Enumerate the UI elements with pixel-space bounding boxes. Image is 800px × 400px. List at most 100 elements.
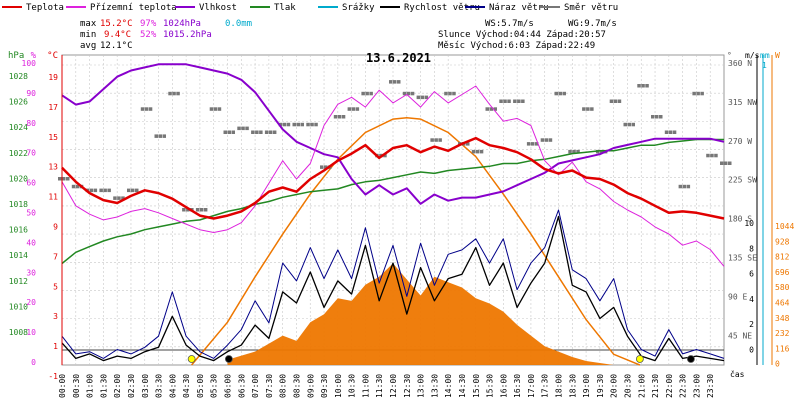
wind-direction-point [686, 184, 691, 189]
wind-direction-point [471, 149, 476, 154]
axis-tick-pct: 10 [26, 328, 36, 337]
axis-tick-dir: 225 SW [728, 176, 757, 185]
wind-direction-point [530, 142, 535, 146]
wind-direction-point [544, 138, 549, 142]
wind-direction-point [617, 99, 622, 103]
wind-direction-point [558, 91, 562, 96]
axis-tick-hpa: 1012 [9, 277, 28, 286]
wind-direction-point [668, 130, 673, 134]
wind-direction-marks [58, 80, 732, 212]
axis-tick-time: 02:30 [127, 374, 136, 398]
stats-min-label: min [80, 30, 96, 40]
wind-direction-point [682, 184, 687, 189]
axis-tick-pct: 60 [26, 179, 36, 188]
axis-tick-time: 07:00 [251, 374, 260, 398]
axis-tick-time: 03:00 [141, 374, 150, 398]
axis-tick-time: 21:30 [651, 374, 660, 398]
axis-tick-pct: 20 [26, 298, 36, 307]
wind-direction-point [241, 126, 245, 131]
wind-direction-point [485, 107, 489, 111]
sun-moon-marker [687, 355, 695, 363]
wind-direction-point [664, 130, 669, 134]
wind-direction-point [562, 91, 566, 96]
wind-direction-point [259, 130, 263, 134]
wind-direction-point [223, 130, 227, 134]
wind-direction-point [696, 91, 700, 96]
wind-direction-point [199, 208, 204, 212]
axis-tick-temp: 3 [53, 312, 58, 321]
wind-direction-point [659, 115, 663, 119]
axis-tick-time: 00:00 [58, 374, 67, 398]
wind-direction-point [526, 142, 531, 146]
series-lines [61, 63, 725, 362]
wind-direction-point [430, 138, 434, 142]
axis-tick-time: 13:30 [430, 374, 439, 398]
axis-tick-temp: 15 [48, 133, 58, 142]
sun-moon-markers [187, 355, 695, 363]
wind-direction-point [231, 130, 235, 134]
wind-direction-point [162, 134, 166, 138]
wind-direction-point [66, 177, 70, 181]
wind-direction-point [582, 107, 586, 111]
wind-direction-point [521, 99, 525, 103]
stats-moon-row: Měsíc Východ:6:03 Západ:22:49 [438, 41, 595, 51]
wind-direction-point [268, 130, 273, 134]
axis-tick-pct: 40 [26, 238, 36, 247]
stats-block: max 15.2°C 97% 1024hPa 0.0mm min 9.4°C 5… [80, 19, 617, 51]
axis-tick-time: 08:30 [292, 374, 301, 398]
series-line-naraz [61, 209, 725, 359]
axis-tick-temp: 1 [53, 342, 58, 351]
axis-tick-w: 1044 [775, 222, 794, 231]
wind-direction-point [444, 91, 448, 96]
axis-tick-time: 00:30 [72, 374, 81, 398]
axis-tick-w: 696 [775, 268, 790, 277]
axis-tick-hpa: 1016 [9, 226, 28, 235]
wind-direction-point [389, 80, 393, 84]
axis-tick-time: 06:30 [237, 374, 246, 398]
wind-direction-point [292, 122, 296, 127]
axis-tick-time: 15:00 [472, 374, 481, 398]
axis-tick-hpa: 1022 [9, 149, 28, 158]
wind-direction-point [554, 91, 558, 96]
wind-direction-point [117, 196, 121, 200]
wind-direction-point [135, 188, 139, 193]
wind-direction-point [572, 149, 576, 154]
axis-tick-time: 11:00 [361, 374, 370, 398]
axis-tick-time: 05:30 [210, 374, 219, 398]
axis-tick-time: 04:00 [168, 374, 177, 398]
axis-tick-time: 20:00 [610, 374, 619, 398]
wind-direction-point [540, 138, 545, 142]
wind-direction-point [71, 184, 76, 189]
wind-direction-point [568, 149, 572, 154]
wind-direction-point [140, 107, 145, 111]
axis-tick-time: 11:30 [375, 374, 384, 398]
axis-tick-ms: 10 [744, 219, 754, 228]
wind-direction-point [655, 115, 659, 119]
axis-tick-hpa: 1008 [9, 328, 28, 337]
axis-tick-hpa: 1014 [9, 251, 28, 260]
axis-tick-temp: 11 [48, 193, 58, 202]
axis-tick-time: 16:00 [499, 374, 508, 398]
wind-direction-point [324, 165, 328, 169]
wind-direction-point [420, 95, 425, 100]
stats-avg-label: avg [80, 41, 96, 51]
axis-label-hpa: hPa [8, 51, 24, 61]
wind-direction-point [397, 80, 401, 84]
axis-tick-time: 13:00 [417, 374, 426, 398]
wind-direction-point [714, 153, 718, 158]
axis-label-w: W [775, 51, 780, 60]
axis-tick-mm: 1 [762, 61, 767, 70]
axis-tick-ms: 2 [749, 320, 754, 329]
axis-tick-w: 0 [775, 360, 780, 369]
wind-direction-point [121, 196, 125, 200]
axis-tick-temp: 7 [53, 252, 58, 261]
axis-tick-dir: 180 S [728, 215, 752, 224]
wind-direction-point [466, 142, 470, 146]
wind-direction-point [613, 99, 618, 103]
wind-direction-point [475, 149, 480, 154]
axis-tick-w: 580 [775, 283, 790, 292]
wind-direction-point [517, 99, 521, 103]
wind-direction-point [499, 99, 503, 103]
wind-direction-point [365, 91, 369, 96]
axis-tick-pct: 50 [26, 209, 36, 218]
